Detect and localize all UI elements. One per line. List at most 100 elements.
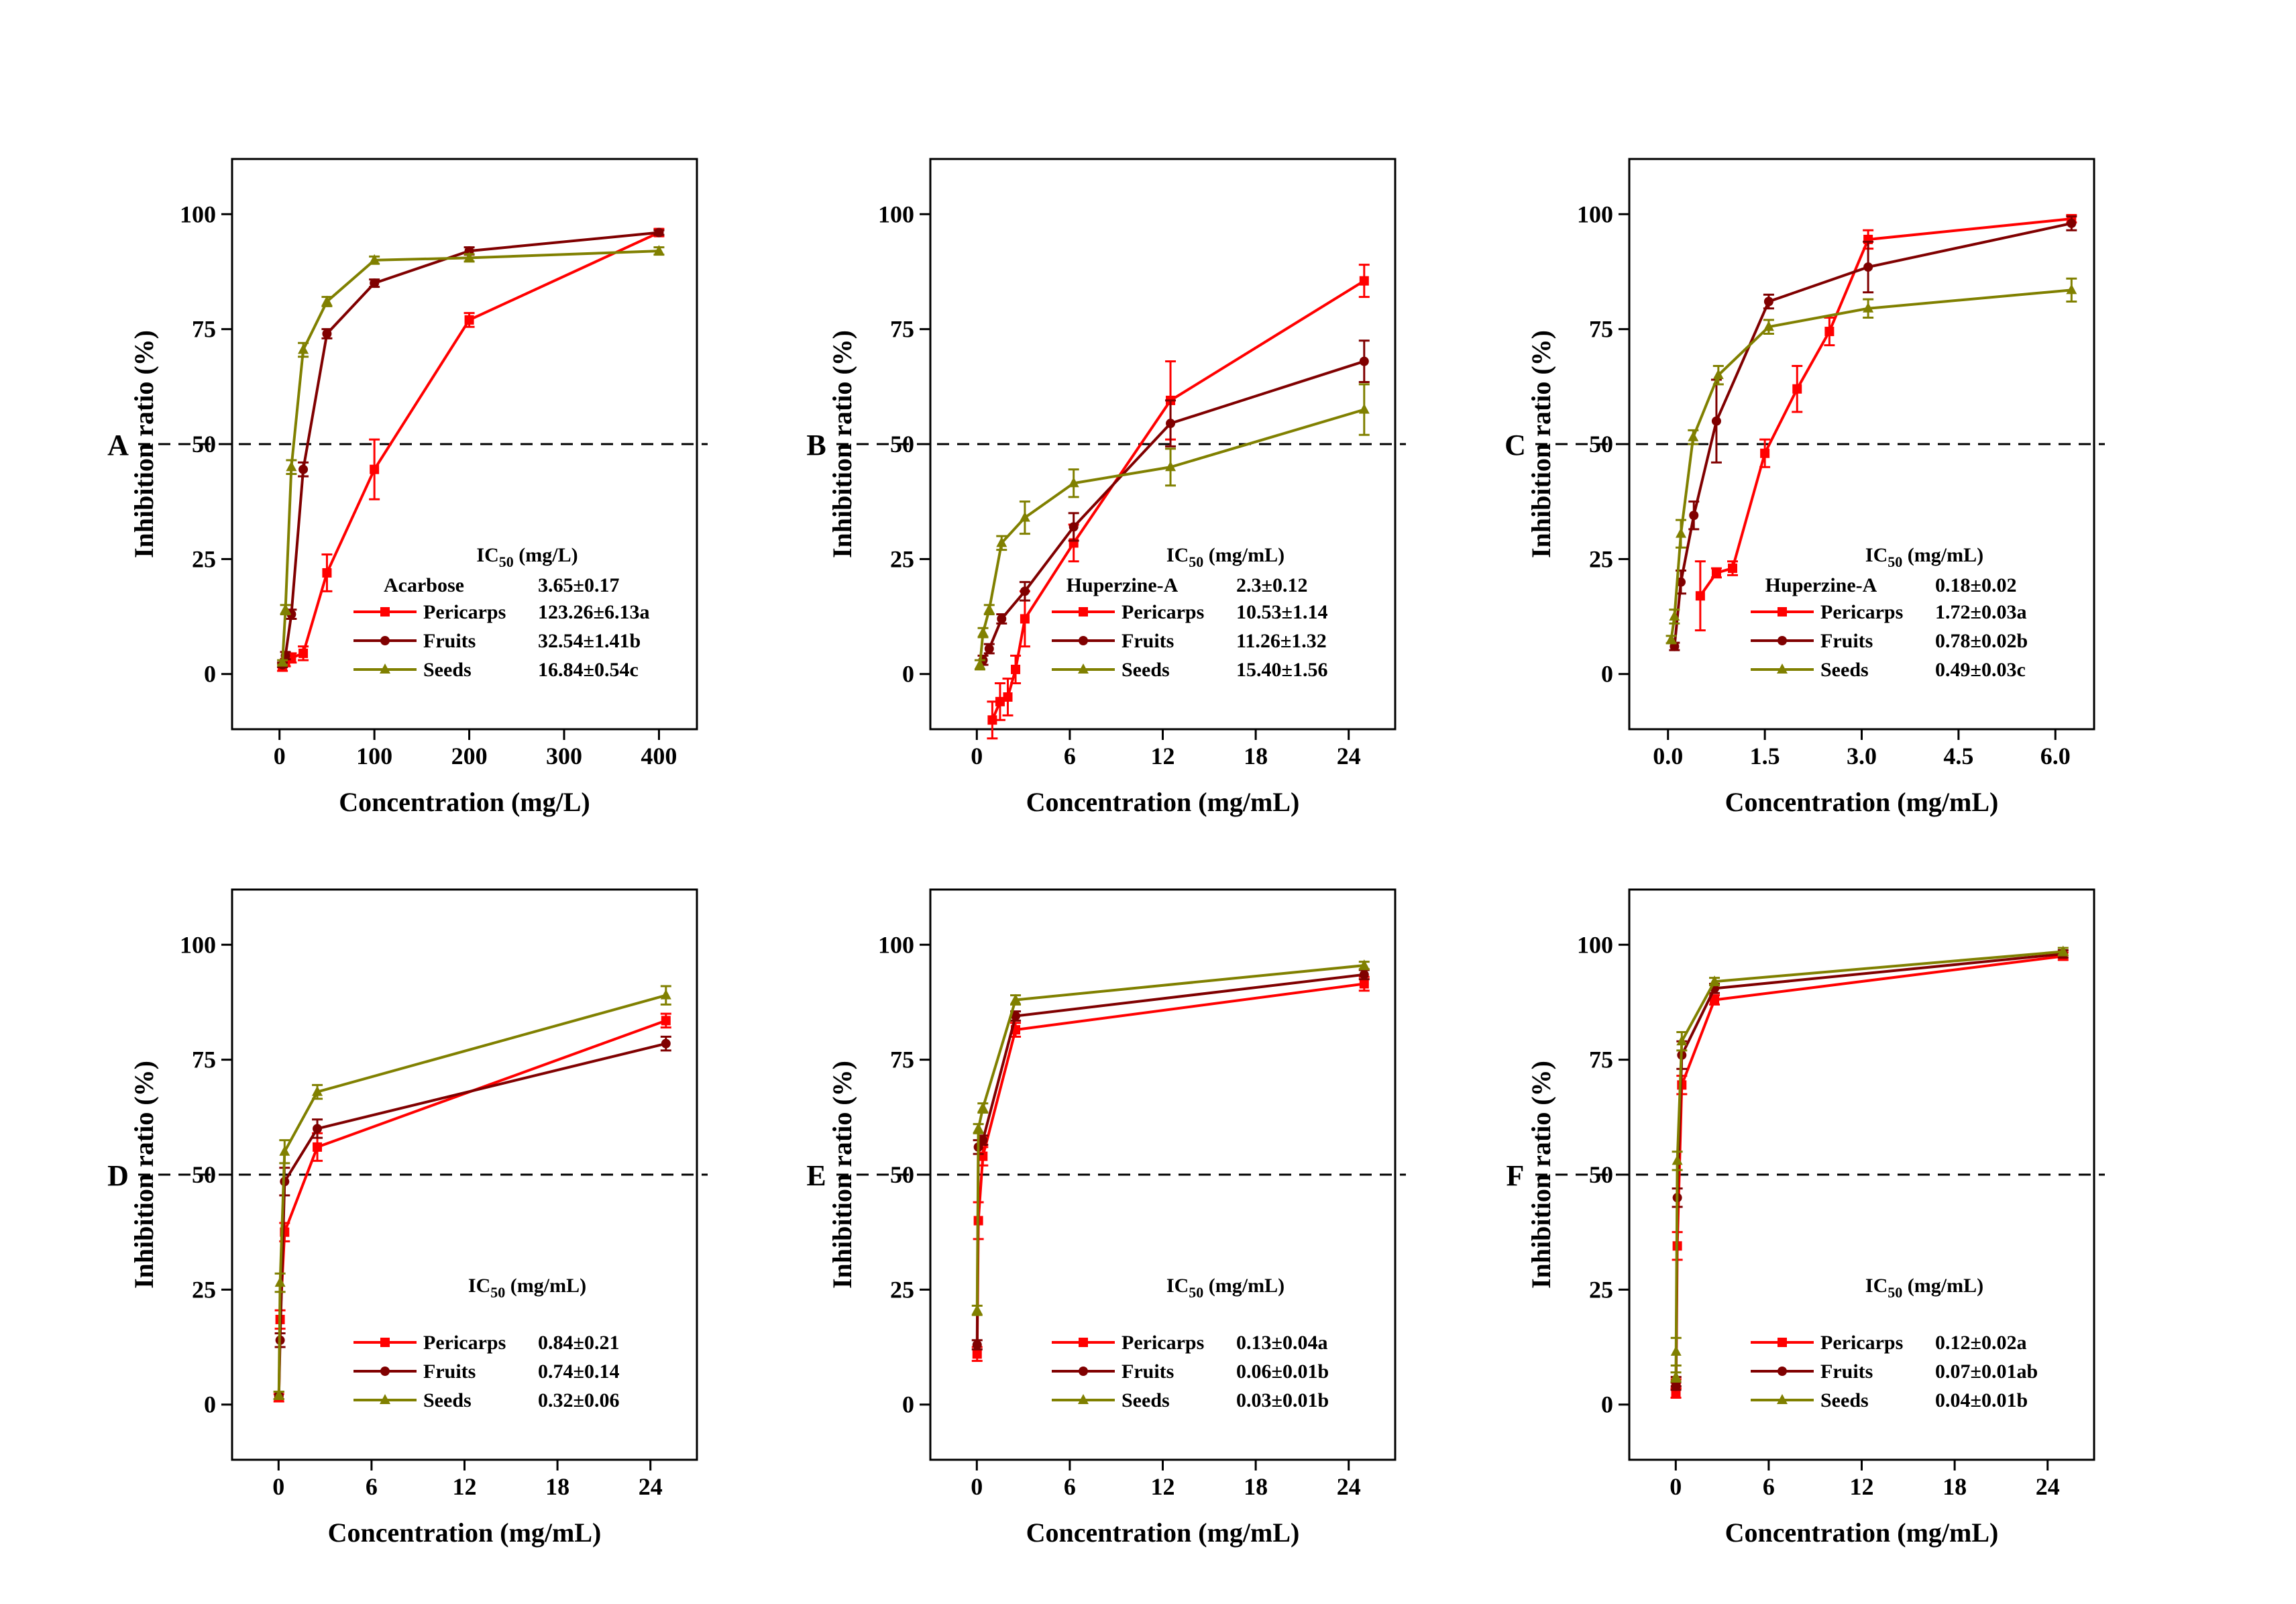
panel-e-fruits-point [978, 1135, 988, 1145]
panel-e-x-tick-label: 12 [1151, 1473, 1175, 1500]
panel-a-x-tick-label: 400 [641, 743, 677, 769]
panel-a-pericarps-point [370, 464, 380, 474]
panel-c-fruits-point [1763, 297, 1773, 307]
panel-f-x-tick-label: 12 [1850, 1473, 1874, 1500]
panel-b-legend-pericarps-label: Pericarps [1122, 601, 1204, 623]
panel-d-y-tick-label: 0 [204, 1391, 216, 1418]
panel-f-legend-seeds-label: Seeds [1820, 1389, 1869, 1411]
panel-c-seeds-point [1863, 302, 1874, 313]
panel-c-pericarps-point [1824, 327, 1835, 337]
panel-b-legend-fruits-value: 11.26±1.32 [1236, 630, 1327, 652]
panel-b-seeds-point [996, 537, 1007, 547]
panel-f-seeds-point [1670, 1371, 1682, 1381]
panel-a-legend-reference-label: Acarbose [384, 574, 464, 596]
panel-e-legend-fruits-marker [1079, 1367, 1088, 1376]
panel-b-legend-seeds-marker [1078, 663, 1089, 674]
panel-c-seeds-point [1669, 610, 1680, 621]
panel-a-fruits-line [281, 231, 659, 665]
panel-f-fruits-line [1674, 952, 2063, 1387]
panel-b-seeds-point [977, 627, 989, 637]
panel-d-legend-pericarps-label: Pericarps [423, 1332, 506, 1354]
panel-d-x-tick-label: 24 [639, 1473, 663, 1500]
panel-a-seeds-point [369, 254, 380, 264]
panel-c-legend-fruits-marker [1778, 636, 1787, 645]
panel-b-fruits-point [1069, 522, 1079, 532]
panel-b-x-tick-label: 6 [1064, 743, 1076, 769]
panel-b-x-tick-label: 0 [971, 743, 983, 769]
panel-e-legend-pericarps-marker [1079, 1338, 1088, 1347]
panel-e-y-tick-label: 0 [902, 1391, 914, 1418]
panel-f-legend-title: IC50 (mg/mL) [1865, 1275, 1983, 1301]
panel-f-y-tick-label: 0 [1601, 1391, 1613, 1418]
panel-b-y-tick-label: 25 [890, 545, 914, 572]
panel-c-y-tick-label: 100 [1577, 201, 1613, 227]
panel-a-y-tick-label: 100 [180, 201, 216, 227]
panel-e-x-tick-label: 24 [1337, 1473, 1361, 1500]
panel-f-seeds-point [1676, 1035, 1688, 1046]
panel-e-legend-pericarps-label: Pericarps [1122, 1332, 1204, 1354]
panel-b-pericarps-point [1359, 276, 1369, 286]
panel-b-seeds-point [1165, 461, 1177, 472]
panel-c-seeds-point [1763, 321, 1774, 331]
panel-c-seeds-point [1712, 369, 1724, 380]
panel-b-legend-fruits-marker [1079, 636, 1088, 645]
panel-f-y-tick-label: 100 [1577, 931, 1613, 958]
panel-b-pericarps-point [987, 715, 997, 725]
panel-b-pericarps-point [1020, 614, 1030, 624]
panel-e-seeds-point [973, 1122, 984, 1133]
panel-d-seeds-point [312, 1085, 323, 1096]
panel-c-seeds-line [1670, 288, 2072, 640]
panel-a-fruits-point [654, 227, 664, 237]
panel-c-legend-pericarps-label: Pericarps [1820, 601, 1903, 623]
panel-a-legend-fruits-marker [380, 636, 390, 645]
panel-c-pericarps-point [1760, 448, 1770, 458]
panel-b-pericarps-point [995, 696, 1005, 706]
panel-c-fruits-point [1711, 416, 1721, 426]
panel-e-pericarps-point [1359, 979, 1369, 989]
panel-b-letter: B [806, 429, 826, 462]
panel-e-fruits-point [1011, 1011, 1021, 1021]
panel-b-legend-fruits-label: Fruits [1122, 630, 1174, 652]
panel-d-seeds-point [660, 989, 671, 1000]
panel-c-seeds-point [1688, 431, 1699, 441]
panel-c-letter: C [1505, 429, 1526, 462]
panel-c-y-tick-label: 75 [1589, 316, 1613, 343]
panel-e-legend-title: IC50 (mg/mL) [1166, 1275, 1284, 1301]
panel-c-pericarps-point [1695, 591, 1705, 601]
panel-a-pericarps-point [464, 315, 474, 325]
panel-a-legend-seeds-label: Seeds [423, 659, 472, 681]
panel-d-fruits-point [313, 1124, 323, 1134]
panel-a-legend-title: IC50 (mg/L) [476, 544, 578, 570]
panel-f-letter: F [1507, 1159, 1525, 1192]
panel-d-legend-fruits-value: 0.74±0.14 [538, 1360, 619, 1383]
panel-c-legend-seeds-value: 0.49±0.03c [1935, 659, 2026, 681]
panel-b-y-tick-label: 100 [878, 201, 914, 227]
panel-e-seeds-point [1010, 994, 1022, 1004]
panel-d-y-tick-label: 25 [192, 1276, 216, 1303]
panel-c-pericarps-point [1792, 384, 1802, 394]
panel-e-x-tick-label: 18 [1244, 1473, 1268, 1500]
panel-c-legend-fruits-label: Fruits [1820, 630, 1873, 652]
panel-d-pericarps-point [661, 1016, 671, 1026]
panel-b-x-tick-label: 18 [1244, 743, 1268, 769]
panel-a-x-tick-label: 0 [274, 743, 286, 769]
panel-d-y-tick-label: 75 [192, 1047, 216, 1073]
panel-b-legend-reference-value: 2.3±0.12 [1236, 574, 1307, 596]
panel-e-x-tick-label: 6 [1064, 1473, 1076, 1500]
panel-e-legend-seeds-marker [1078, 1394, 1089, 1404]
panel-d-legend-pericarps-value: 0.84±0.21 [538, 1332, 619, 1354]
panel-a-seeds-point [286, 461, 297, 472]
panel-f-legend-pericarps-marker [1778, 1338, 1787, 1347]
panel-b-seeds-point [1358, 403, 1370, 414]
panel-e-y-tick-label: 100 [878, 931, 914, 958]
panel-d-legend-fruits-marker [380, 1367, 390, 1376]
panel-f-x-tick-label: 24 [2036, 1473, 2060, 1500]
panel-e-x-tick-label: 0 [971, 1473, 983, 1500]
panel-f-pericarps-point [1710, 995, 1720, 1005]
panel-a-seeds-point [298, 343, 309, 354]
panel-a-legend-fruits-value: 32.54±1.41b [538, 630, 641, 652]
